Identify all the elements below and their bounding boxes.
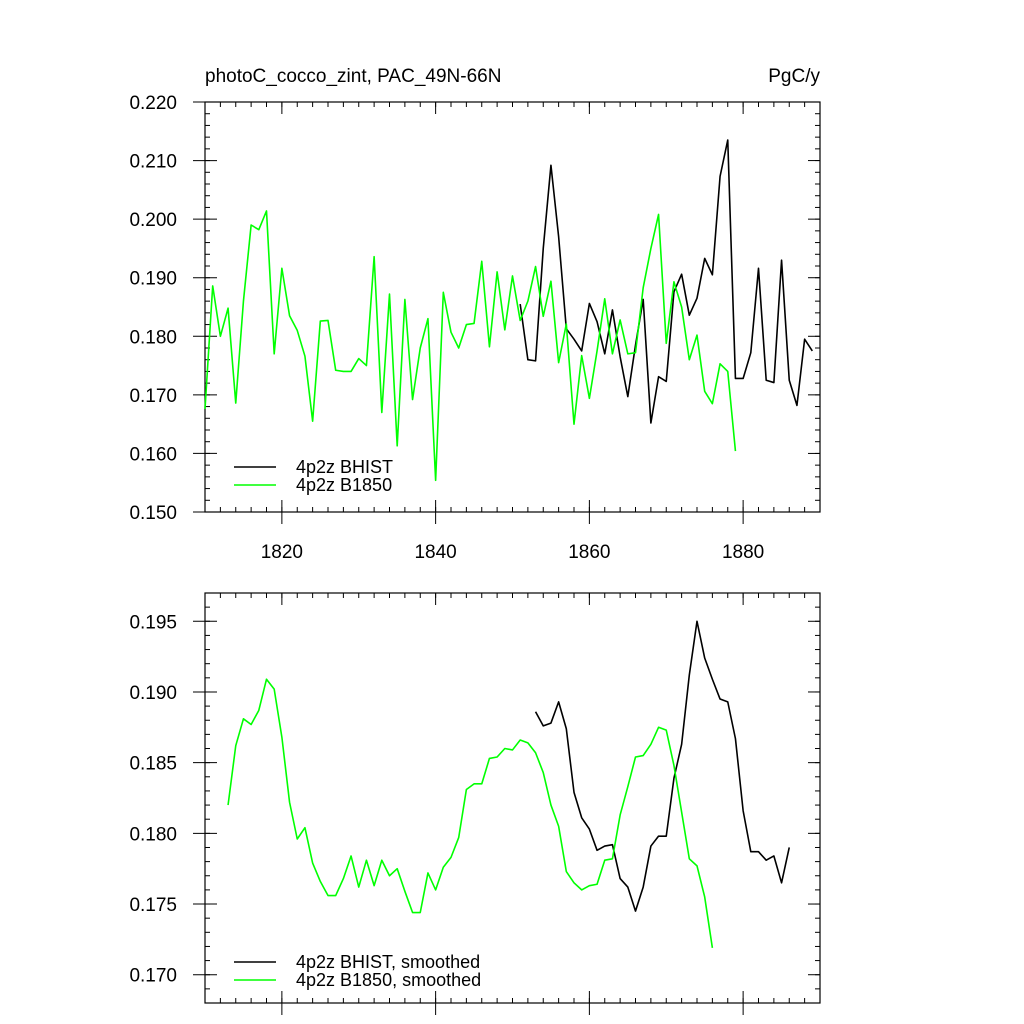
x-tick-label: 1860 — [568, 542, 610, 563]
chart-panel-2: 0.170 0.175 0.180 0.185 0.190 0.195 4p2z BHIST… — [129, 592, 821, 1015]
y-tick-label: 0.210 — [129, 152, 177, 173]
chart-panel-1: 1820 1840 1860 1880 0.150 0.160 0.170 0.180 0.19… — [129, 66, 821, 563]
y-tick-label: 0.170 — [129, 386, 177, 407]
x-tick-label: 1840 — [414, 542, 456, 563]
legend-label-2: 4p2z B1850 — [296, 475, 392, 495]
plot-frame — [204, 592, 821, 1004]
y-tick-label: 0.200 — [129, 210, 177, 231]
chart-units: PgC/y — [768, 66, 820, 87]
legend-label-2: 4p2z B1850, smoothed — [296, 970, 481, 990]
legend-label-1: 4p2z BHIST, smoothed — [296, 952, 480, 972]
x-tick-label: 1820 — [261, 542, 303, 563]
legend-label-1: 4p2z BHIST — [296, 457, 393, 477]
y-tick-label: 0.190 — [129, 683, 177, 704]
y-tick-label: 0.150 — [129, 503, 177, 524]
y-tick-label: 0.195 — [129, 612, 177, 633]
series-line-1 — [534, 620, 791, 912]
y-tick-label: 0.220 — [129, 93, 177, 114]
y-tick-label: 0.170 — [129, 966, 177, 987]
series-line-2 — [204, 210, 737, 482]
chart-title: photoC_cocco_zint, PAC_49N-66N — [205, 66, 501, 87]
y-tick-label: 0.175 — [129, 895, 177, 916]
y-tick-label: 0.180 — [129, 327, 177, 348]
y-tick-label: 0.160 — [129, 444, 177, 465]
y-tick-label: 0.185 — [129, 754, 177, 775]
x-tick-label: 1880 — [722, 542, 764, 563]
y-tick-label: 0.180 — [129, 824, 177, 845]
series-line-2 — [227, 678, 714, 948]
y-tick-label: 0.190 — [129, 269, 177, 290]
series-line-1 — [519, 139, 813, 424]
